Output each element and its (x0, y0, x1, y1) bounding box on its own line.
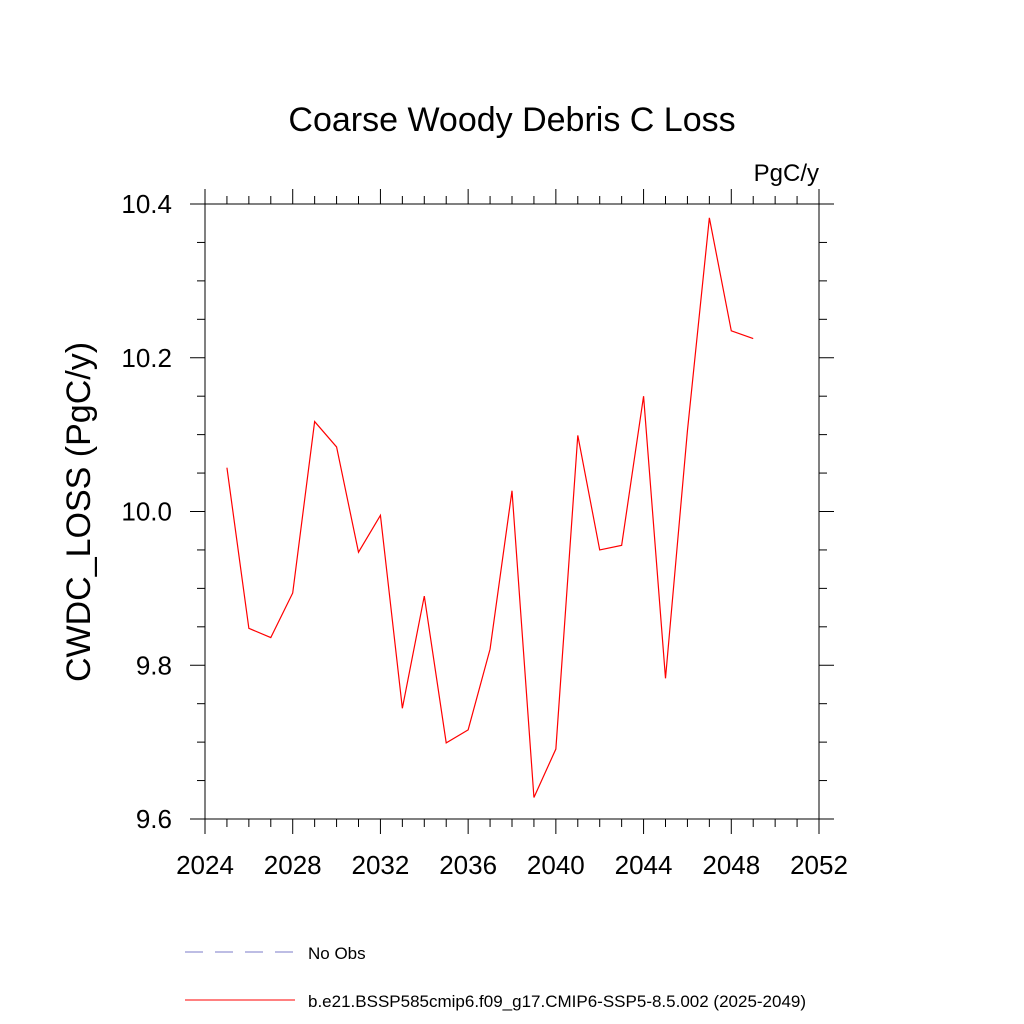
data-point (270, 637, 271, 638)
data-point (446, 742, 447, 743)
series-line (226, 217, 754, 798)
data-point (468, 729, 469, 730)
data-point (599, 549, 600, 550)
chart-title: Coarse Woody Debris C Loss (288, 101, 735, 139)
y-tick-label: 9.8 (136, 650, 172, 680)
plot-frame (204, 203, 820, 820)
data-point (402, 708, 403, 709)
legend: No Obs b.e21.BSSP585cmip6.f09_g17.CMIP6-S… (185, 944, 806, 1011)
x-tick-label: 2036 (439, 850, 497, 880)
x-tick-label: 2044 (615, 850, 673, 880)
x-tick-labels: 2024 2028 2032 2036 2040 2044 2048 2052 (176, 850, 848, 880)
data-point (424, 595, 425, 596)
data-point (577, 435, 578, 436)
data-point (555, 748, 556, 749)
data-point (753, 338, 754, 339)
data-point (643, 396, 644, 397)
y-tick-label: 10.2 (121, 343, 172, 373)
x-tick-label: 2024 (176, 850, 234, 880)
data-point (380, 515, 381, 516)
data-point (489, 649, 490, 650)
data-point (292, 592, 293, 593)
data-point (248, 628, 249, 629)
data-point (314, 421, 315, 422)
y-axis-label: CWDC_LOSS (PgC/y) (60, 342, 98, 682)
data-point (511, 490, 512, 491)
data-point (358, 552, 359, 553)
data-point (621, 545, 622, 546)
data-point (665, 678, 666, 679)
data-point (731, 330, 732, 331)
x-tick-label: 2052 (790, 850, 848, 880)
y-tick-labels: 9.6 9.8 10.0 10.2 10.4 (121, 189, 172, 834)
minor-ticks (197, 196, 827, 827)
legend-label: b.e21.BSSP585cmip6.f09_g17.CMIP6-SSP5-8.… (308, 992, 806, 1011)
data-point (336, 446, 337, 447)
major-ticks (190, 189, 834, 834)
y-tick-label: 10.4 (121, 189, 172, 219)
series-layer (226, 217, 754, 798)
y-tick-label: 9.6 (136, 804, 172, 834)
data-point (709, 217, 710, 218)
data-point (226, 467, 227, 468)
data-point (533, 797, 534, 798)
x-tick-label: 2032 (352, 850, 410, 880)
legend-label: No Obs (308, 944, 366, 963)
x-tick-label: 2028 (264, 850, 322, 880)
x-tick-label: 2040 (527, 850, 585, 880)
data-point (687, 430, 688, 431)
y-tick-label: 10.0 (121, 497, 172, 527)
x-tick-label: 2048 (702, 850, 760, 880)
units-label: PgC/y (754, 160, 819, 187)
